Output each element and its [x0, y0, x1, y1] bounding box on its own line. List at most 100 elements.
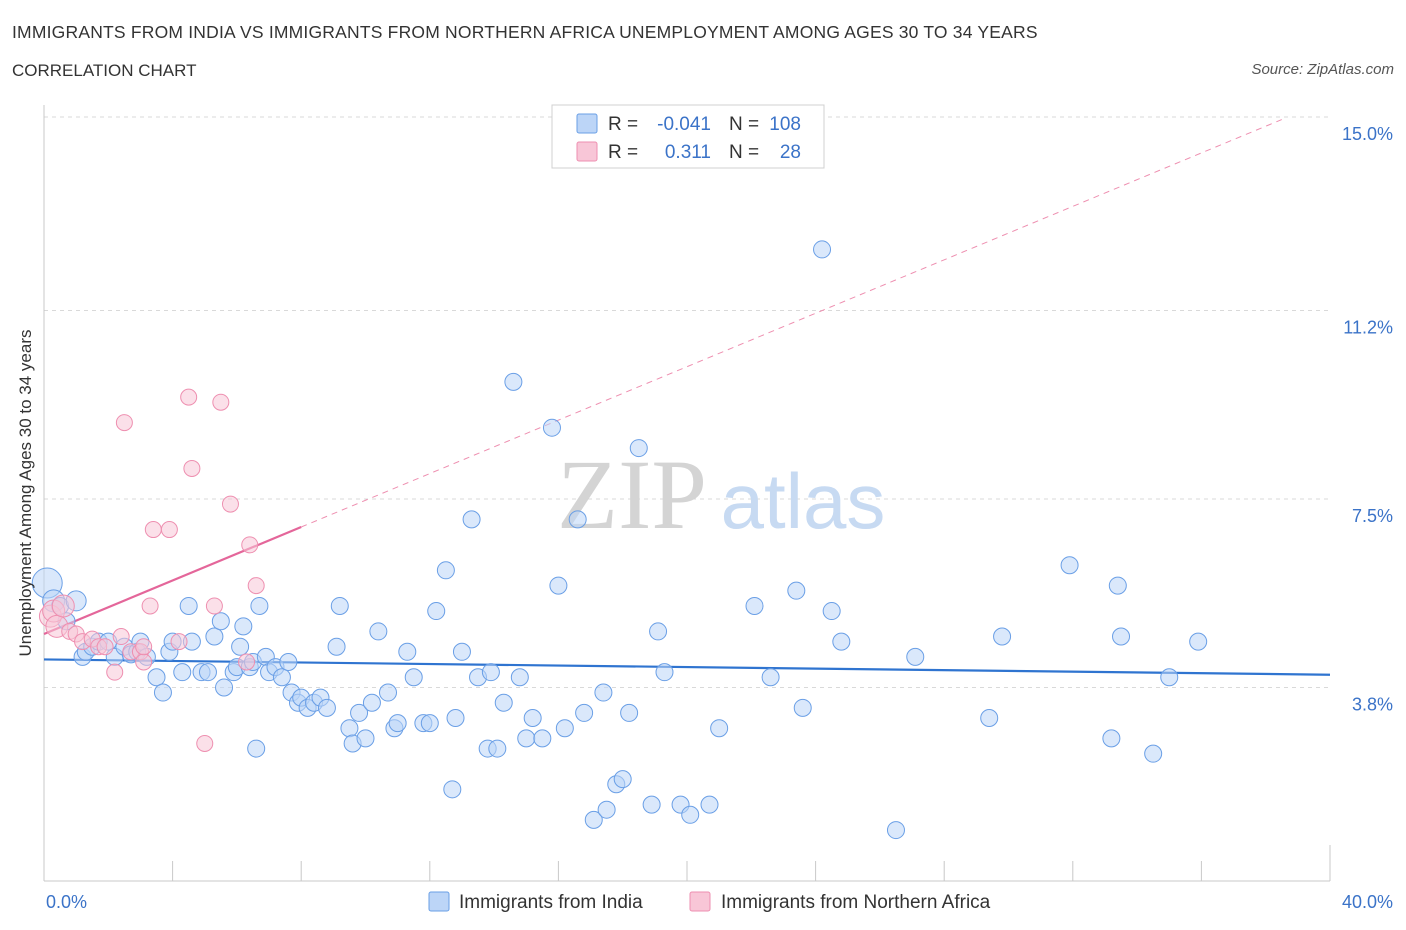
- point-india-108: [993, 627, 1012, 646]
- point-india-107: [980, 709, 999, 728]
- point-india-34: [247, 739, 266, 758]
- point-india-30: [231, 637, 250, 656]
- point-india-91: [642, 795, 661, 814]
- point-india-95: [681, 805, 700, 824]
- point-india-25: [205, 627, 224, 646]
- legend-r-label-nafrica: R =: [608, 142, 638, 163]
- point-nafrica-19: [160, 521, 178, 539]
- point-nafrica-16: [135, 638, 153, 656]
- legend-r-value-nafrica: 0.311: [665, 142, 711, 163]
- point-india-100: [787, 581, 806, 600]
- source-label: Source: ZipAtlas.com: [1251, 61, 1394, 78]
- point-india-83: [575, 703, 594, 722]
- chart-subtitle: CORRELATION CHART: [12, 61, 197, 80]
- point-india-114: [1160, 668, 1179, 687]
- series-label-india: Immigrants from India: [459, 892, 643, 913]
- point-india-68: [462, 510, 481, 529]
- y-axis-label: Unemployment Among Ages 30 to 34 years: [16, 329, 35, 657]
- chart-title: IMMIGRANTS FROM INDIA VS IMMIGRANTS FROM…: [12, 22, 1038, 42]
- point-india-86: [597, 800, 616, 819]
- point-india-54: [362, 693, 381, 712]
- point-nafrica-12: [115, 414, 133, 432]
- tick-labels: 3.8% 7.5% 11.2% 15.0% 0.0% 40.0%: [46, 124, 1393, 912]
- point-india-64: [436, 561, 455, 580]
- point-nafrica-18: [144, 521, 162, 539]
- point-india-52: [350, 703, 369, 722]
- point-india-24: [198, 663, 217, 682]
- legend-r-label-india: R =: [608, 114, 638, 135]
- legend-r-value-india: -0.041: [657, 114, 711, 135]
- point-india-74: [504, 372, 523, 391]
- point-india-78: [533, 729, 552, 748]
- legend-swatch-nafrica: [576, 141, 598, 162]
- y-tick-label-3: 15.0%: [1342, 124, 1393, 144]
- legend-swatch-india: [576, 113, 598, 134]
- point-india-106: [906, 647, 925, 666]
- point-india-58: [388, 714, 407, 733]
- point-india-39: [272, 668, 291, 687]
- point-india-47: [317, 698, 336, 717]
- series-swatch-nafrica: [689, 891, 711, 912]
- point-india-105: [886, 821, 905, 840]
- legend-n-value-india: 108: [769, 114, 801, 135]
- stats-legend: R = -0.041 N = 108 R = 0.311 N = 28: [551, 104, 825, 169]
- point-india-67: [452, 642, 471, 661]
- point-india-71: [481, 663, 500, 682]
- point-india-109: [1060, 556, 1079, 575]
- point-nafrica-20: [170, 633, 188, 651]
- point-india-81: [555, 719, 574, 738]
- point-india-97: [710, 719, 729, 738]
- point-india-92: [649, 622, 668, 641]
- point-india-75: [510, 668, 529, 687]
- point-india-66: [446, 709, 465, 728]
- point-india-16: [147, 668, 166, 687]
- point-india-73: [494, 693, 513, 712]
- point-india-96: [700, 795, 719, 814]
- point-india-103: [832, 632, 851, 651]
- point-india-104: [813, 240, 832, 259]
- point-india-31: [234, 617, 253, 636]
- point-nafrica-17: [141, 597, 159, 615]
- point-india-88: [613, 770, 632, 789]
- point-india-76: [517, 729, 536, 748]
- point-india-60: [404, 668, 423, 687]
- legend-n-label-india: N =: [729, 114, 759, 135]
- point-india-72: [488, 739, 507, 758]
- point-india-80: [549, 576, 568, 595]
- point-india-21: [179, 596, 198, 615]
- point-india-110: [1102, 729, 1121, 748]
- point-india-53: [356, 729, 375, 748]
- series-label-nafrica: Immigrants from Northern Africa: [721, 892, 991, 913]
- point-india-82: [568, 510, 587, 529]
- point-india-111: [1108, 576, 1127, 595]
- point-india-59: [398, 642, 417, 661]
- point-india-77: [523, 709, 542, 728]
- point-nafrica-3: [51, 594, 75, 618]
- point-nafrica-10: [106, 663, 124, 681]
- point-nafrica-24: [205, 597, 223, 615]
- point-india-90: [629, 439, 648, 458]
- point-india-49: [330, 596, 349, 615]
- point-india-26: [211, 612, 230, 631]
- series-legend: Immigrants from India Immigrants from No…: [428, 891, 991, 913]
- point-nafrica-23: [196, 734, 214, 752]
- x-tick-label-0: 0.0%: [46, 892, 87, 912]
- y-tick-label-1: 7.5%: [1352, 506, 1393, 526]
- point-nafrica-9: [96, 638, 114, 656]
- point-india-27: [215, 678, 234, 697]
- point-india-55: [369, 622, 388, 641]
- point-india-84: [584, 810, 603, 829]
- data-points: [31, 240, 1208, 840]
- point-nafrica-11: [112, 628, 130, 646]
- point-india-65: [443, 780, 462, 799]
- point-nafrica-22: [183, 459, 201, 477]
- point-india-115: [1189, 632, 1208, 651]
- watermark: ZIP atlas: [557, 439, 885, 550]
- point-india-20: [173, 663, 192, 682]
- point-india-102: [822, 602, 841, 621]
- point-india-48: [327, 637, 346, 656]
- point-india-63: [427, 602, 446, 621]
- point-india-113: [1144, 744, 1163, 763]
- point-india-98: [745, 596, 764, 615]
